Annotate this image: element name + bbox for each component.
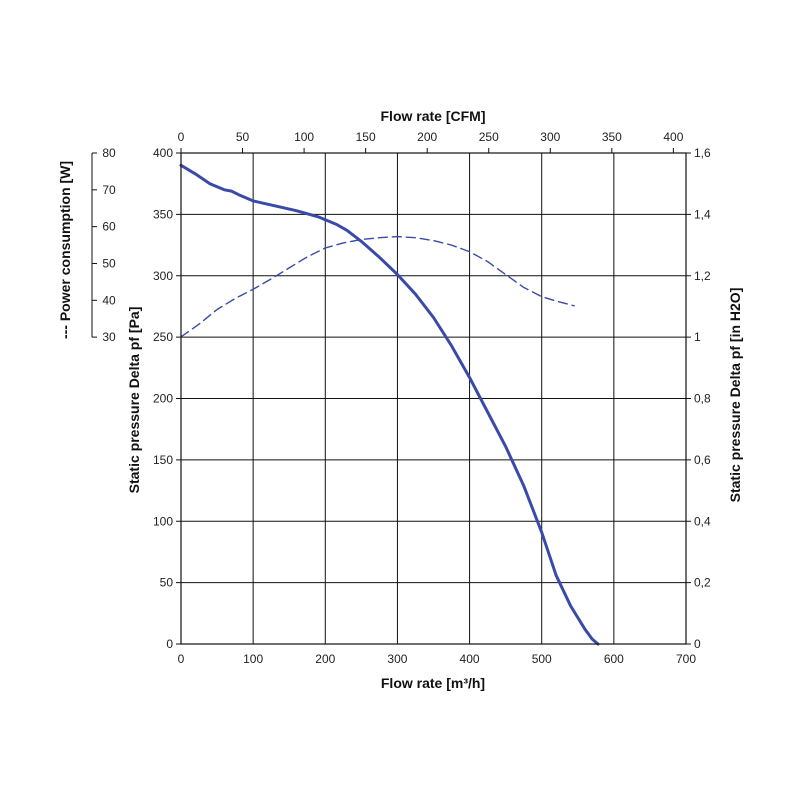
power-tick-label: 30 [102, 330, 116, 344]
power-tick-label: 60 [102, 220, 116, 234]
y2-tick-label: 1,2 [694, 269, 711, 283]
grid-layer [91, 148, 691, 645]
y2-tick-label: 0,8 [694, 392, 711, 406]
y2-tick-label: 0,2 [694, 576, 711, 590]
x-tick-label: 200 [315, 652, 335, 666]
x-tick-label: 700 [676, 652, 696, 666]
power-tick-label: 70 [102, 183, 116, 197]
x-axis-title: Flow rate [m³/h] [381, 675, 485, 691]
y2-tick-label: 1,4 [694, 207, 711, 221]
y3-axis-title: --- Power consumption [W] [57, 161, 73, 339]
x-tick-label: 400 [460, 652, 480, 666]
x2-axis-title: Flow rate [CFM] [381, 108, 486, 124]
x2-tick-label: 0 [178, 130, 185, 144]
y2-tick-label: 1,6 [694, 146, 711, 160]
tick-labels: 0 100 200 300 400 500 600 700050100150200250300… [102, 130, 711, 666]
y-tick-label: 350 [153, 207, 173, 221]
y-axis-title: Static pressure Delta pf [Pa] [126, 307, 142, 494]
y2-axis-title: Static pressure Delta pf [in H2O] [727, 288, 743, 503]
series-layer [179, 163, 600, 646]
x-tick-label: 0 [178, 652, 185, 666]
y-tick-label: 300 [153, 269, 173, 283]
y-tick-label: 400 [153, 146, 173, 160]
x2-tick-label: 50 [236, 130, 250, 144]
power-tick-label: 50 [102, 256, 116, 270]
y-tick-label: 100 [153, 514, 173, 528]
power-consumption-line [180, 235, 575, 338]
y-tick-label: 200 [153, 392, 173, 406]
plot-frame [180, 152, 687, 645]
x-tick-label: 600 [604, 652, 624, 666]
y2-tick-label: 0,6 [694, 453, 711, 467]
x-tick-label: 500 [532, 652, 552, 666]
x-tick-label: 300 [387, 652, 407, 666]
y2-tick-label: 0,4 [694, 514, 711, 528]
y2-tick-label: 1 [694, 330, 701, 344]
x2-tick-label: 350 [602, 130, 622, 144]
x2-tick-label: 400 [663, 130, 683, 144]
power-tick-label: 40 [102, 293, 116, 307]
x2-tick-label: 100 [294, 130, 314, 144]
y-tick-label: 50 [160, 576, 174, 590]
x2-tick-label: 150 [356, 130, 376, 144]
x2-tick-label: 300 [540, 130, 560, 144]
x-tick-label: 100 [243, 652, 263, 666]
static-pressure-line [179, 163, 600, 646]
y2-tick-label: 0 [694, 637, 701, 651]
y-tick-label: 0 [166, 637, 173, 651]
y-tick-label: 150 [153, 453, 173, 467]
x2-tick-label: 200 [417, 130, 437, 144]
y-tick-label: 250 [153, 330, 173, 344]
x2-tick-label: 250 [479, 130, 499, 144]
power-tick-label: 80 [102, 146, 116, 160]
